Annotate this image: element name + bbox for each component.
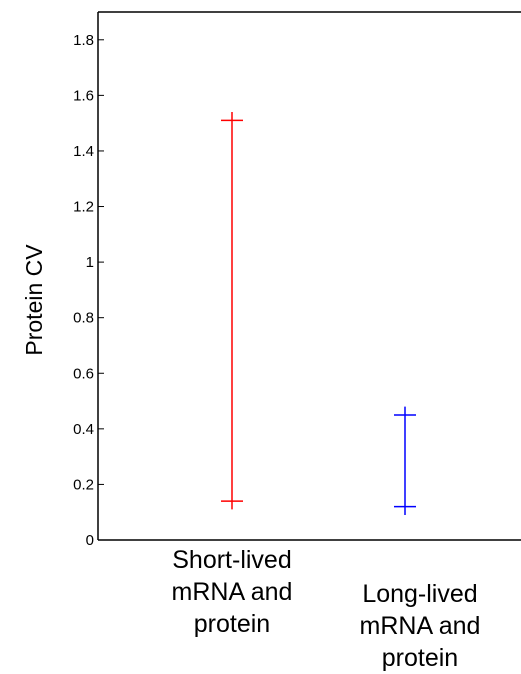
y-tick-label: 0.2 [73,476,94,493]
marks [221,112,416,515]
category-label-long-lived: Long-lived mRNA and protein [359,580,481,672]
y-tick-label: 0.6 [73,365,94,382]
y-axis-label: Protein CV [21,244,47,356]
category-label-short-lived: Short-lived mRNA and protein [171,546,293,638]
chart: 0 0.2 0.4 0.6 0.8 1 1.2 1.4 1.6 1.8 Protein CV [21,11,521,549]
y-tick-label: 1.4 [73,143,94,160]
y-ticks: 0 0.2 0.4 0.6 0.8 1 1.2 1.4 1.6 1.8 [73,32,104,549]
range-bar-1 [394,406,416,515]
y-tick-label: 1.2 [73,199,94,216]
y-tick-label: 1 [86,254,94,271]
axes [97,11,521,541]
y-tick-label: 1.6 [73,87,94,104]
y-tick-label: 0 [86,532,94,549]
range-bar-0 [221,112,243,510]
y-tick-label: 1.8 [73,32,94,49]
y-tick-label: 0.4 [73,421,94,438]
y-tick-label: 0.8 [73,310,94,327]
